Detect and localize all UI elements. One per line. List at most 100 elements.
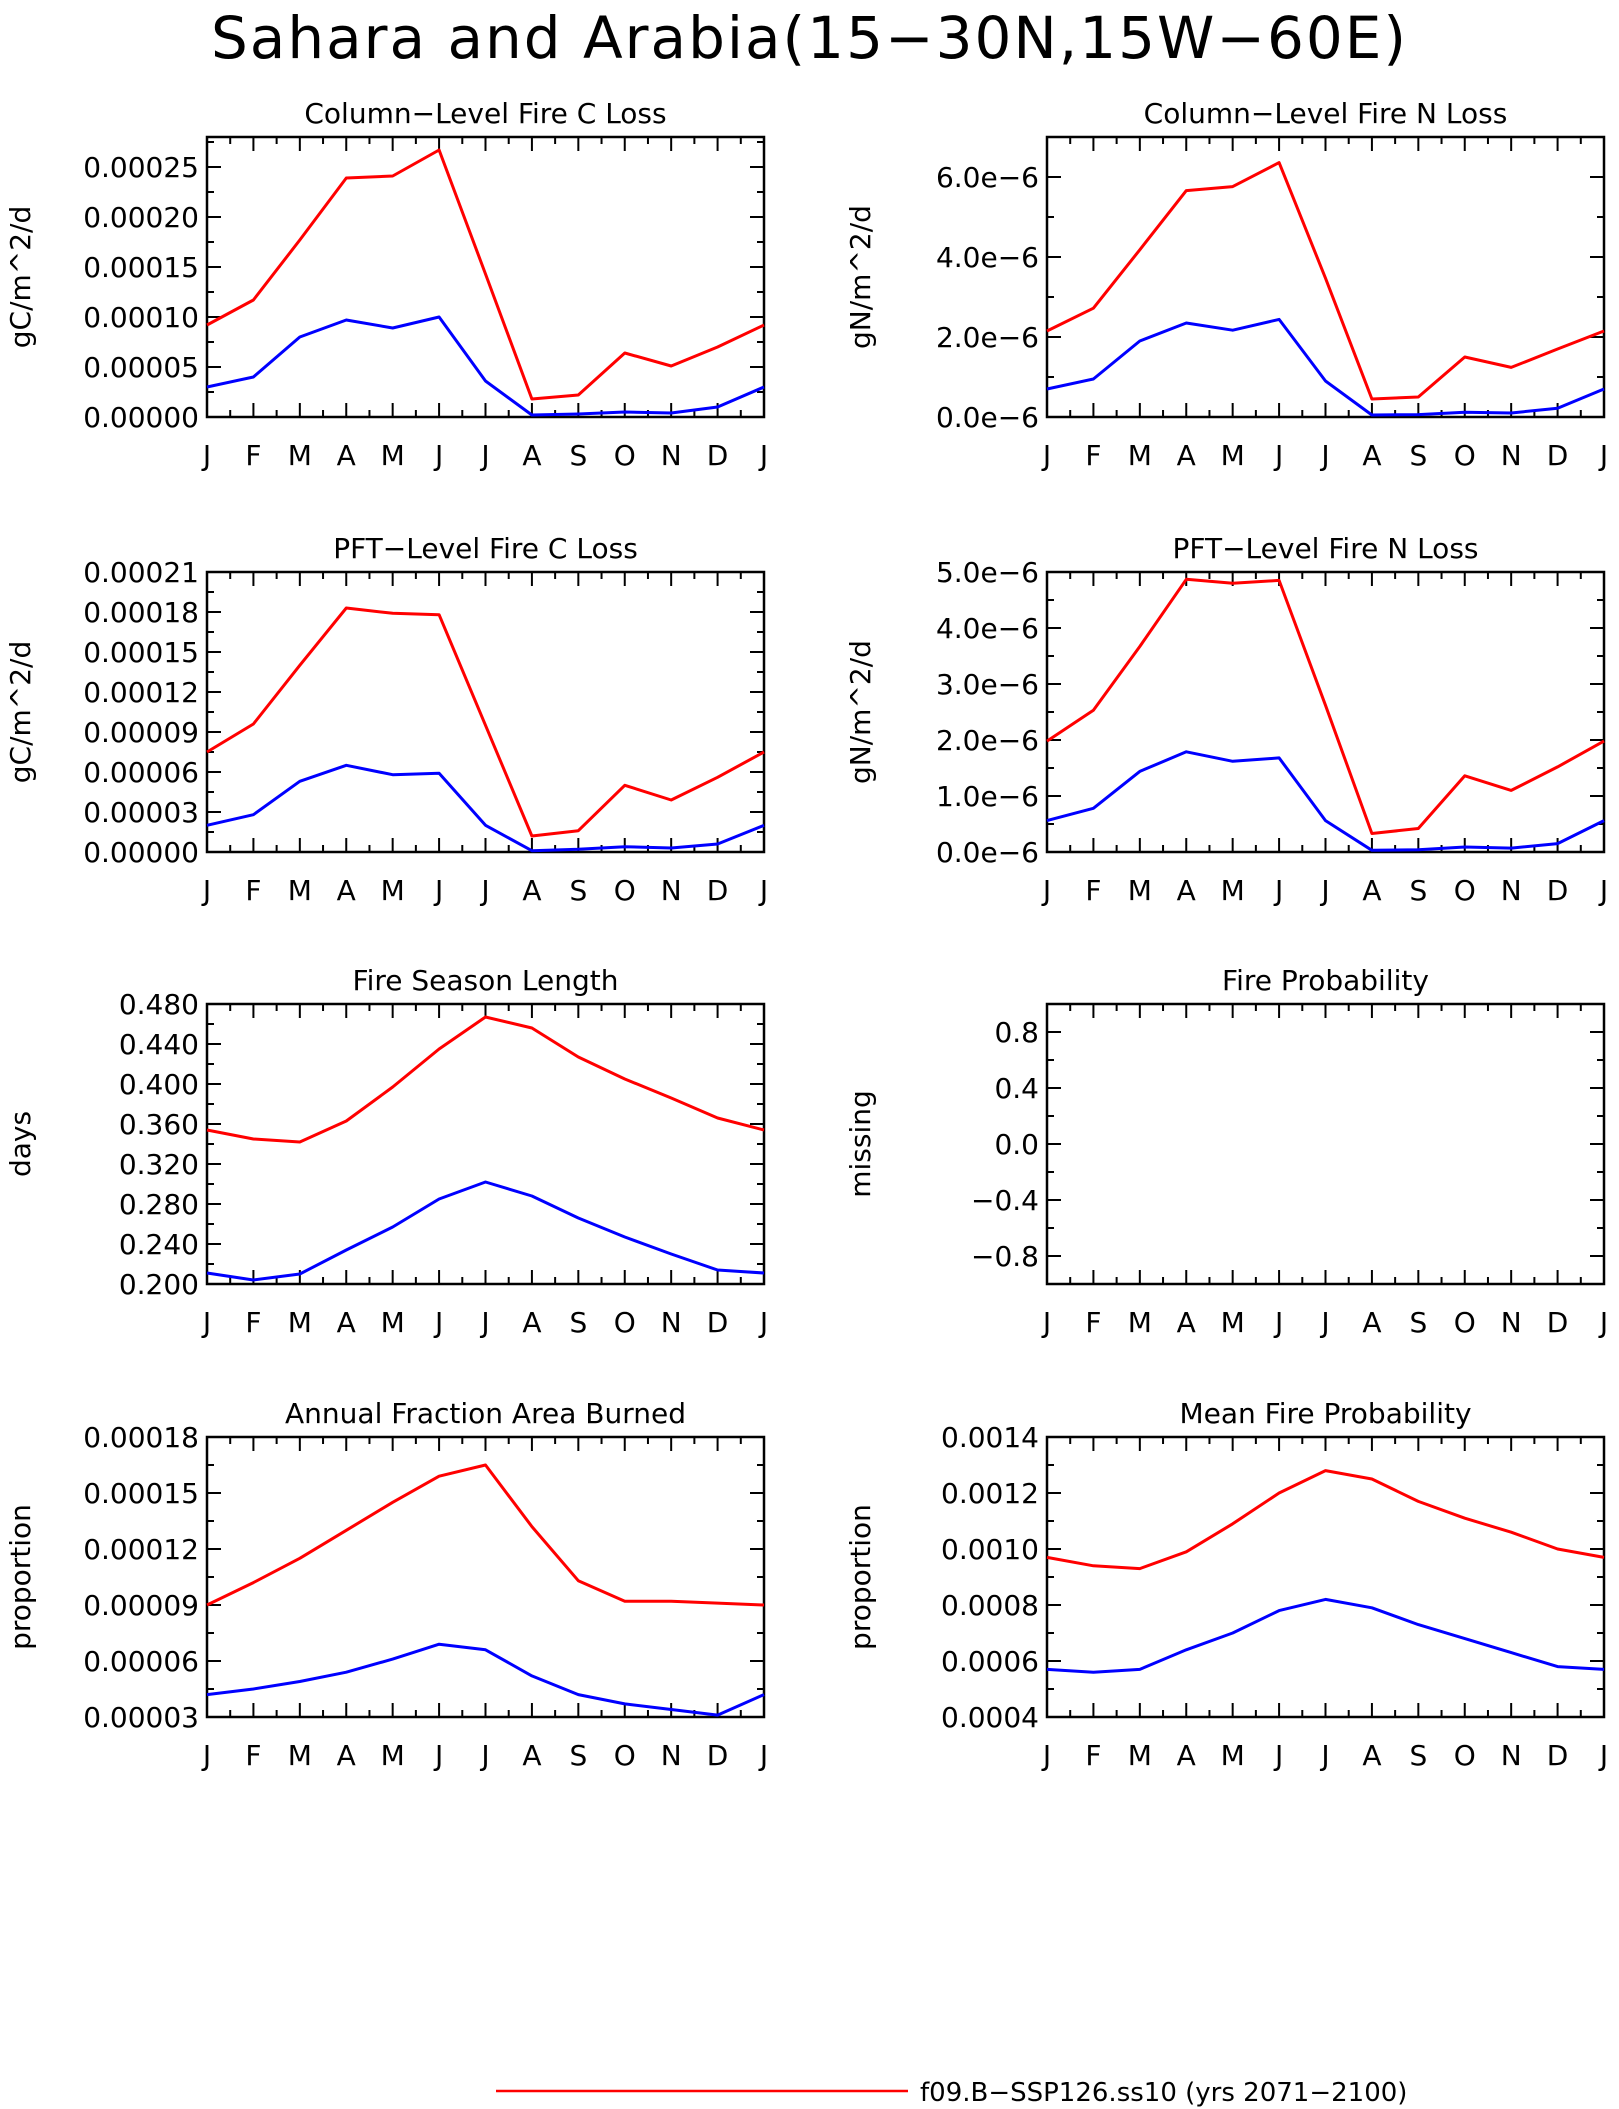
- y-tick-label: 0.00015: [83, 251, 199, 284]
- x-tick-label: F: [1085, 439, 1101, 472]
- x-tick-label: O: [614, 439, 636, 472]
- y-axis-label: gC/m^2/d: [4, 206, 37, 349]
- y-tick-label: 5.0e−6: [936, 556, 1039, 589]
- x-tick-label: A: [337, 439, 356, 472]
- x-tick-label: A: [1177, 1306, 1196, 1339]
- x-tick-label: J: [1041, 1739, 1051, 1772]
- plot-frame: [1045, 1002, 1606, 1286]
- x-tick-label: M: [1221, 439, 1245, 472]
- y-tick-label: 0.00000: [83, 836, 199, 869]
- y-tick-label: 0.00020: [83, 201, 199, 234]
- x-tick-label: N: [661, 874, 682, 907]
- x-tick-label: J: [1319, 874, 1329, 907]
- x-tick-label: F: [245, 1306, 261, 1339]
- x-tick-label: D: [1547, 874, 1569, 907]
- y-tick-label: 0.0e−6: [936, 401, 1039, 434]
- x-tick-label: J: [479, 1306, 489, 1339]
- x-tick-label: J: [1598, 439, 1608, 472]
- x-tick-label: O: [1454, 439, 1476, 472]
- y-tick-label: 1.0e−6: [936, 780, 1039, 813]
- x-tick-label: J: [201, 1739, 211, 1772]
- series-line-red: [206, 148, 765, 401]
- x-tick-label: J: [433, 874, 443, 907]
- series-line-blue: [1046, 1597, 1605, 1674]
- x-tick-label: F: [245, 439, 261, 472]
- x-tick-label: M: [381, 1739, 405, 1772]
- x-tick-label: J: [1041, 439, 1051, 472]
- y-tick-label: 0.00003: [83, 1701, 199, 1734]
- y-tick-label: 0.480: [119, 988, 199, 1021]
- x-tick-label: A: [337, 1306, 356, 1339]
- x-tick-label: J: [1598, 1739, 1608, 1772]
- y-tick-label: 0.400: [119, 1068, 199, 1101]
- x-tick-label: A: [337, 874, 356, 907]
- x-tick-label: J: [1598, 1306, 1608, 1339]
- y-tick-label: 0.0006: [941, 1645, 1039, 1678]
- y-axis-label: gN/m^2/d: [844, 205, 877, 349]
- x-tick-label: F: [1085, 1306, 1101, 1339]
- chart-title: PFT−Level Fire N Loss: [1172, 532, 1478, 565]
- x-tick-label: D: [707, 1739, 729, 1772]
- series-line-red: [1046, 577, 1605, 835]
- chart-title: Annual Fraction Area Burned: [285, 1397, 686, 1430]
- x-tick-label: S: [569, 1739, 587, 1772]
- x-tick-label: A: [1362, 874, 1381, 907]
- x-tick-label: J: [201, 1306, 211, 1339]
- y-tick-label: 0.0012: [941, 1477, 1039, 1510]
- x-tick-label: O: [614, 1739, 636, 1772]
- x-tick-label: O: [614, 874, 636, 907]
- y-tick-label: 0.280: [119, 1188, 199, 1221]
- y-axis-label: gC/m^2/d: [4, 641, 37, 784]
- x-tick-label: S: [1409, 1739, 1427, 1772]
- y-tick-label: 0.200: [119, 1268, 199, 1301]
- y-tick-label: 0.00009: [83, 716, 199, 749]
- y-tick-label: 0.0010: [941, 1533, 1039, 1566]
- plot-frame: [1045, 570, 1606, 854]
- y-tick-label: 0.440: [119, 1028, 199, 1061]
- x-tick-label: M: [1221, 1306, 1245, 1339]
- y-tick-label: 4.0e−6: [936, 612, 1039, 645]
- chart-title: Fire Season Length: [353, 964, 619, 997]
- y-tick-label: 2.0e−6: [936, 724, 1039, 757]
- x-tick-label: A: [1177, 1739, 1196, 1772]
- x-tick-label: J: [479, 874, 489, 907]
- x-tick-label: M: [288, 439, 312, 472]
- y-tick-label: 4.0e−6: [936, 241, 1039, 274]
- x-tick-label: S: [569, 874, 587, 907]
- y-tick-label: 0.00025: [83, 151, 199, 184]
- y-tick-label: 6.0e−6: [936, 161, 1039, 194]
- series-line-blue: [206, 1180, 765, 1282]
- x-tick-label: J: [479, 1739, 489, 1772]
- x-tick-label: J: [479, 439, 489, 472]
- x-tick-label: J: [1041, 874, 1051, 907]
- x-tick-label: D: [1547, 439, 1569, 472]
- chart-title: Mean Fire Probability: [1179, 1397, 1471, 1430]
- y-tick-label: 0.00000: [83, 401, 199, 434]
- y-tick-label: 3.0e−6: [936, 668, 1039, 701]
- x-tick-label: N: [661, 1306, 682, 1339]
- x-tick-label: F: [245, 874, 261, 907]
- x-tick-label: A: [337, 1739, 356, 1772]
- x-tick-label: A: [1177, 874, 1196, 907]
- x-tick-label: J: [1598, 874, 1608, 907]
- x-tick-label: S: [1409, 439, 1427, 472]
- x-tick-label: D: [1547, 1306, 1569, 1339]
- x-tick-label: O: [1454, 1306, 1476, 1339]
- x-tick-label: M: [1221, 1739, 1245, 1772]
- x-tick-label: J: [1273, 1306, 1283, 1339]
- y-tick-label: 0.00012: [83, 1533, 199, 1566]
- x-tick-label: J: [201, 439, 211, 472]
- chart-title: PFT−Level Fire C Loss: [333, 532, 638, 565]
- series-line-blue: [206, 315, 765, 417]
- x-tick-label: J: [758, 874, 768, 907]
- x-tick-label: M: [1221, 874, 1245, 907]
- x-tick-label: M: [381, 1306, 405, 1339]
- y-axis-label: missing: [844, 1090, 877, 1198]
- x-tick-label: A: [1362, 1306, 1381, 1339]
